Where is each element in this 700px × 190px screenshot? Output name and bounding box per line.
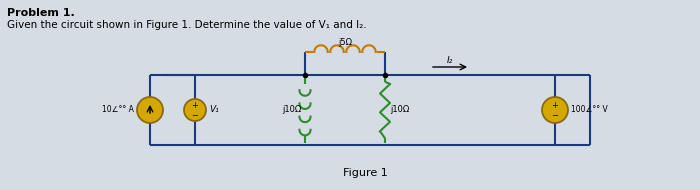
Text: Figure 1: Figure 1 — [342, 168, 387, 178]
Text: −: − — [552, 112, 559, 120]
Circle shape — [542, 97, 568, 123]
Text: 10∠°° A: 10∠°° A — [102, 105, 134, 115]
Circle shape — [137, 97, 163, 123]
Text: −: − — [192, 112, 199, 120]
Text: +: + — [552, 101, 559, 109]
Text: j10Ω: j10Ω — [281, 105, 301, 115]
Text: j5Ω: j5Ω — [338, 38, 352, 47]
Text: +: + — [192, 101, 198, 109]
Circle shape — [184, 99, 206, 121]
Text: Given the circuit shown in Figure 1. Determine the value of V₁ and I₂.: Given the circuit shown in Figure 1. Det… — [7, 20, 367, 30]
Text: V₁: V₁ — [209, 105, 218, 115]
Text: 100∠°° V: 100∠°° V — [571, 105, 608, 115]
Text: j10Ω: j10Ω — [390, 105, 410, 115]
Text: I₂: I₂ — [447, 56, 453, 65]
Text: Problem 1.: Problem 1. — [7, 8, 75, 18]
